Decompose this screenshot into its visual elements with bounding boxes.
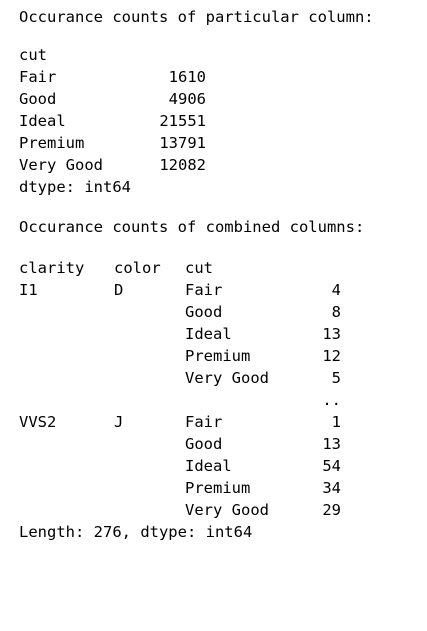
row-count: 12	[322, 347, 341, 365]
notebook-output: Occurance counts of particular column: c…	[19, 8, 374, 541]
series1-row: Premium 13791	[19, 132, 206, 154]
row-count: 5	[331, 369, 341, 387]
row-count: 4	[331, 281, 341, 299]
row-label: Very Good	[19, 156, 103, 174]
series1-row: Fair 1610	[19, 66, 206, 88]
particular-column-header: Occurance counts of particular column:	[19, 8, 374, 26]
series2-index-names: clarity color cut	[19, 257, 213, 279]
row-cut: Good	[185, 435, 223, 453]
row-clarity: VVS2	[19, 413, 57, 431]
row-count: 29	[322, 501, 341, 519]
series2-ellipsis-row: ..	[19, 389, 341, 411]
series2-row: Premium 34	[19, 477, 341, 499]
row-ellipsis: ..	[322, 391, 341, 409]
row-count: 8	[331, 303, 341, 321]
row-label: Premium	[19, 134, 85, 152]
series1-row: Ideal 21551	[19, 110, 206, 132]
row-cut: Good	[185, 303, 223, 321]
row-label: Fair	[19, 68, 57, 86]
row-clarity: I1	[19, 281, 38, 299]
row-label: Ideal	[19, 112, 66, 130]
row-count: 21551	[159, 112, 206, 130]
series2-row: Premium 12	[19, 345, 341, 367]
row-count: 12082	[159, 156, 206, 174]
combined-columns-header: Occurance counts of combined columns:	[19, 218, 365, 236]
series1-index-name: cut	[19, 46, 47, 64]
row-cut: Ideal	[185, 325, 232, 343]
index-name-color: color	[114, 259, 161, 277]
row-label: Good	[19, 90, 57, 108]
row-cut: Very Good	[185, 501, 269, 519]
series2-row: VVS2 J Fair 1	[19, 411, 341, 433]
index-name-clarity: clarity	[19, 259, 85, 277]
row-count: 13791	[159, 134, 206, 152]
row-count: 13	[322, 435, 341, 453]
row-count: 1610	[168, 68, 206, 86]
row-count: 54	[322, 457, 341, 475]
series2-row: Ideal 54	[19, 455, 341, 477]
row-count: 13	[322, 325, 341, 343]
row-count: 4906	[168, 90, 206, 108]
series1-row: Very Good 12082	[19, 154, 206, 176]
row-color: J	[114, 413, 124, 431]
series2-footer: Length: 276, dtype: int64	[19, 523, 253, 541]
row-cut: Premium	[185, 347, 251, 365]
row-cut: Fair	[185, 413, 223, 431]
series2-row: Very Good 5	[19, 367, 341, 389]
row-cut: Very Good	[185, 369, 269, 387]
row-count: 34	[322, 479, 341, 497]
row-cut: Fair	[185, 281, 223, 299]
row-count: 1	[331, 413, 341, 431]
series2-row: I1 D Fair 4	[19, 279, 341, 301]
series2-row: Ideal 13	[19, 323, 341, 345]
row-cut: Premium	[185, 479, 251, 497]
row-cut: Ideal	[185, 457, 232, 475]
series2-row: Good 8	[19, 301, 341, 323]
row-color: D	[114, 281, 124, 299]
series1-row: Good 4906	[19, 88, 206, 110]
index-name-cut: cut	[185, 259, 213, 277]
series1-dtype: dtype: int64	[19, 178, 131, 196]
series2-row: Very Good 29	[19, 499, 341, 521]
series2-row: Good 13	[19, 433, 341, 455]
